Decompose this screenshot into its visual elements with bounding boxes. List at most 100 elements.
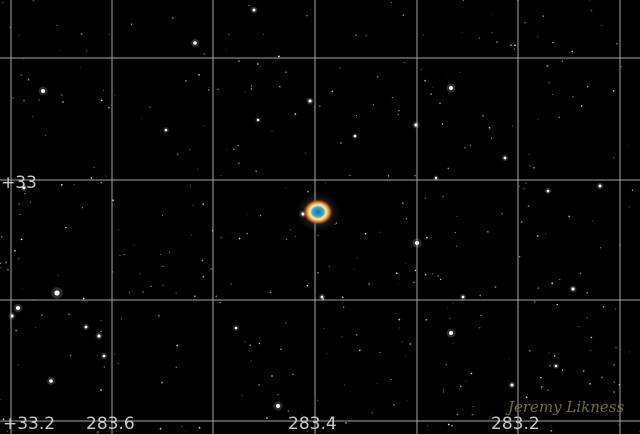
star (573, 409, 576, 411)
star (255, 170, 257, 172)
star (285, 238, 288, 241)
star (306, 279, 308, 281)
star (100, 181, 103, 184)
star (580, 105, 583, 107)
star (73, 184, 75, 186)
star (618, 424, 620, 426)
star (511, 125, 514, 128)
star (230, 283, 232, 285)
star (215, 295, 218, 298)
star (472, 406, 474, 407)
star (233, 148, 235, 151)
star (193, 295, 196, 298)
star (442, 389, 444, 391)
star (548, 81, 550, 84)
star (7, 269, 9, 271)
star (482, 114, 484, 117)
star (247, 214, 249, 216)
star (510, 44, 512, 47)
star (471, 413, 474, 416)
bright-star (571, 287, 575, 291)
star (486, 119, 488, 120)
ring-nebula (296, 192, 340, 232)
star (306, 284, 309, 287)
star (161, 215, 163, 216)
star (103, 366, 106, 368)
star (12, 97, 14, 99)
star (0, 262, 1, 264)
star (341, 296, 344, 299)
star (244, 91, 246, 93)
star (292, 373, 294, 376)
star (60, 93, 63, 96)
star (501, 212, 504, 215)
star (17, 364, 19, 366)
star (57, 274, 60, 276)
star (15, 329, 17, 332)
star (451, 424, 453, 427)
star (97, 431, 99, 433)
ra-label-center: 283.4 (288, 414, 337, 434)
star (589, 383, 591, 385)
star (123, 253, 125, 256)
star (631, 189, 634, 191)
star (190, 234, 192, 236)
star (620, 65, 622, 68)
star (133, 244, 135, 246)
star (395, 312, 397, 314)
star (62, 101, 64, 103)
star (376, 383, 378, 384)
star (250, 360, 252, 362)
bright-star (449, 331, 453, 335)
star (250, 88, 253, 90)
star (487, 231, 489, 233)
star (38, 99, 41, 101)
star (537, 118, 539, 120)
star (271, 130, 273, 133)
star (226, 149, 228, 151)
star (447, 423, 450, 426)
star (582, 370, 585, 372)
star (390, 379, 392, 381)
star (114, 94, 116, 96)
star (162, 284, 164, 286)
star (404, 355, 406, 357)
star (294, 113, 297, 115)
star (414, 174, 416, 177)
star (601, 25, 603, 27)
bright-star (308, 99, 312, 103)
star (5, 261, 8, 264)
star (290, 229, 292, 231)
star (32, 0, 35, 2)
star (551, 282, 554, 285)
star (131, 23, 133, 25)
star (345, 422, 347, 424)
star (21, 288, 23, 289)
star (407, 399, 408, 401)
star (204, 125, 206, 127)
star (464, 146, 466, 149)
star (81, 207, 83, 209)
star (533, 166, 535, 169)
star (590, 9, 593, 12)
star (225, 49, 227, 50)
star (59, 49, 60, 51)
bright-star (503, 156, 507, 160)
star (322, 298, 325, 300)
star (301, 414, 303, 416)
star (553, 354, 556, 357)
star (65, 226, 67, 229)
star (414, 269, 417, 272)
star (523, 188, 525, 190)
star (328, 265, 331, 268)
star (613, 381, 616, 383)
star (427, 425, 428, 427)
bright-star (276, 404, 280, 408)
star (405, 262, 407, 264)
star (208, 89, 210, 91)
star (141, 117, 143, 119)
star (246, 232, 248, 235)
bright-star (193, 41, 197, 45)
star (452, 342, 454, 344)
star (525, 182, 527, 184)
